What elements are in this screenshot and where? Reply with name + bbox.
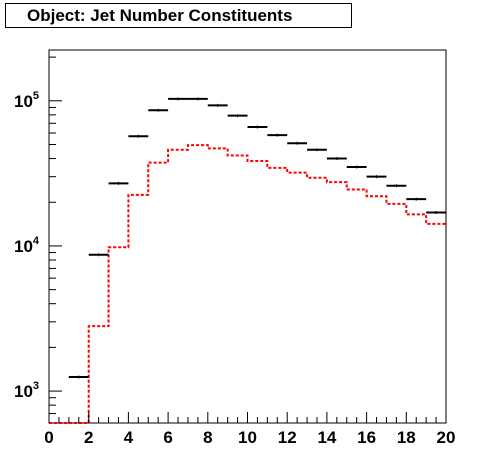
x-tick-label: 20 bbox=[437, 428, 456, 447]
plot-area-border bbox=[48, 49, 447, 424]
chart-title: Object: Jet Number Constituents bbox=[27, 5, 293, 25]
x-tick-label: 18 bbox=[397, 428, 416, 447]
x-tick-label: 16 bbox=[357, 428, 376, 447]
x-tick-label: 0 bbox=[44, 428, 53, 447]
chart-title-box: Object: Jet Number Constituents bbox=[5, 3, 352, 28]
x-tick-label: 14 bbox=[317, 428, 336, 447]
black-points-layer bbox=[68, 97, 446, 379]
y-tick-label: 103 bbox=[14, 380, 39, 401]
x-tick-label: 2 bbox=[84, 428, 93, 447]
y-tick-label: 104 bbox=[14, 235, 40, 256]
x-tick-label: 6 bbox=[163, 428, 172, 447]
plot-frame bbox=[48, 49, 447, 424]
x-tick-label: 12 bbox=[278, 428, 297, 447]
red-histogram-layer bbox=[49, 144, 446, 424]
y-tick-label: 105 bbox=[14, 90, 39, 111]
x-tick-label: 4 bbox=[124, 428, 134, 447]
axes-layer: 0 2 4 6 8 10 12 14 16 18 20 103 104 105 bbox=[14, 56, 456, 447]
x-tick-label: 10 bbox=[238, 428, 257, 447]
x-tick-label: 8 bbox=[203, 428, 212, 447]
red-step-series-line bbox=[49, 144, 446, 424]
